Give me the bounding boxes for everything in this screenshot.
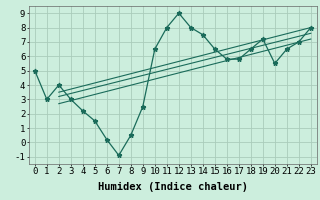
X-axis label: Humidex (Indice chaleur): Humidex (Indice chaleur) bbox=[98, 182, 248, 192]
